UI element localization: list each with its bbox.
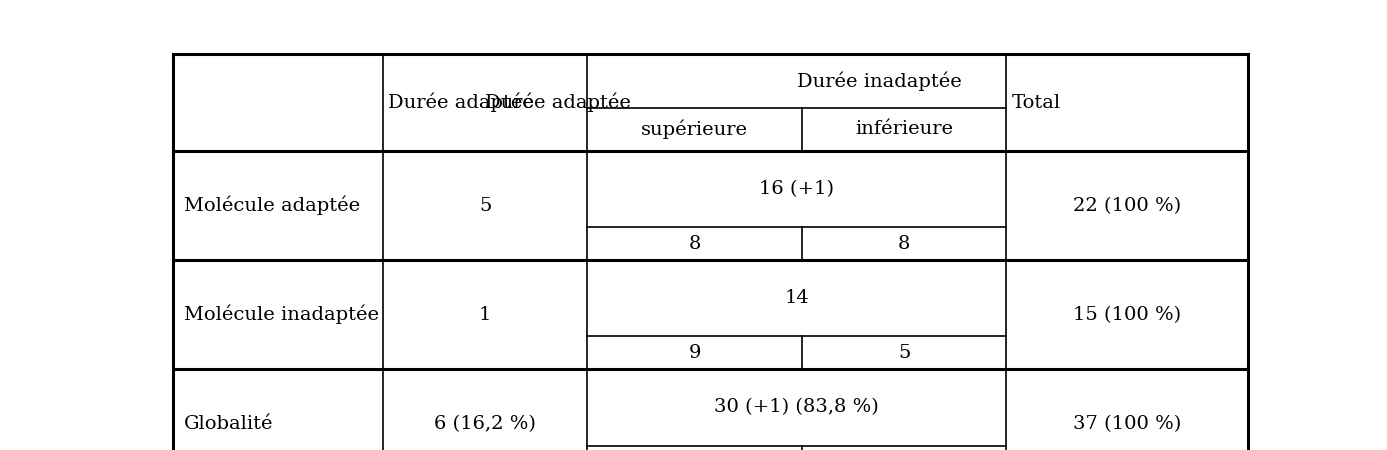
Text: Durée adaptée: Durée adaptée [485, 93, 631, 112]
Text: 9: 9 [688, 344, 700, 362]
Text: 1: 1 [479, 306, 491, 324]
Text: Molécule adaptée: Molécule adaptée [184, 196, 361, 216]
Text: supérieure: supérieure [641, 120, 748, 139]
Text: Molécule inadaptée: Molécule inadaptée [184, 305, 379, 324]
Text: 30 (+1) (83,8 %): 30 (+1) (83,8 %) [714, 398, 879, 416]
Text: 5: 5 [479, 197, 491, 215]
Text: Globalité: Globalité [184, 415, 273, 433]
Text: 14: 14 [785, 289, 809, 307]
Text: 6 (16,2 %): 6 (16,2 %) [434, 415, 535, 433]
Text: Durée inadaptée: Durée inadaptée [796, 71, 961, 90]
Text: 16 (+1): 16 (+1) [759, 180, 835, 198]
Text: Durée adaptée: Durée adaptée [388, 93, 534, 112]
Text: 8: 8 [688, 235, 700, 253]
Text: 15 (100 %): 15 (100 %) [1074, 306, 1182, 324]
Text: Total: Total [1011, 94, 1061, 112]
Text: inférieure: inférieure [856, 120, 953, 138]
Text: 5: 5 [899, 344, 910, 362]
Text: 8: 8 [899, 235, 910, 253]
Text: 22 (100 %): 22 (100 %) [1074, 197, 1182, 215]
Text: 37 (100 %): 37 (100 %) [1074, 415, 1182, 433]
